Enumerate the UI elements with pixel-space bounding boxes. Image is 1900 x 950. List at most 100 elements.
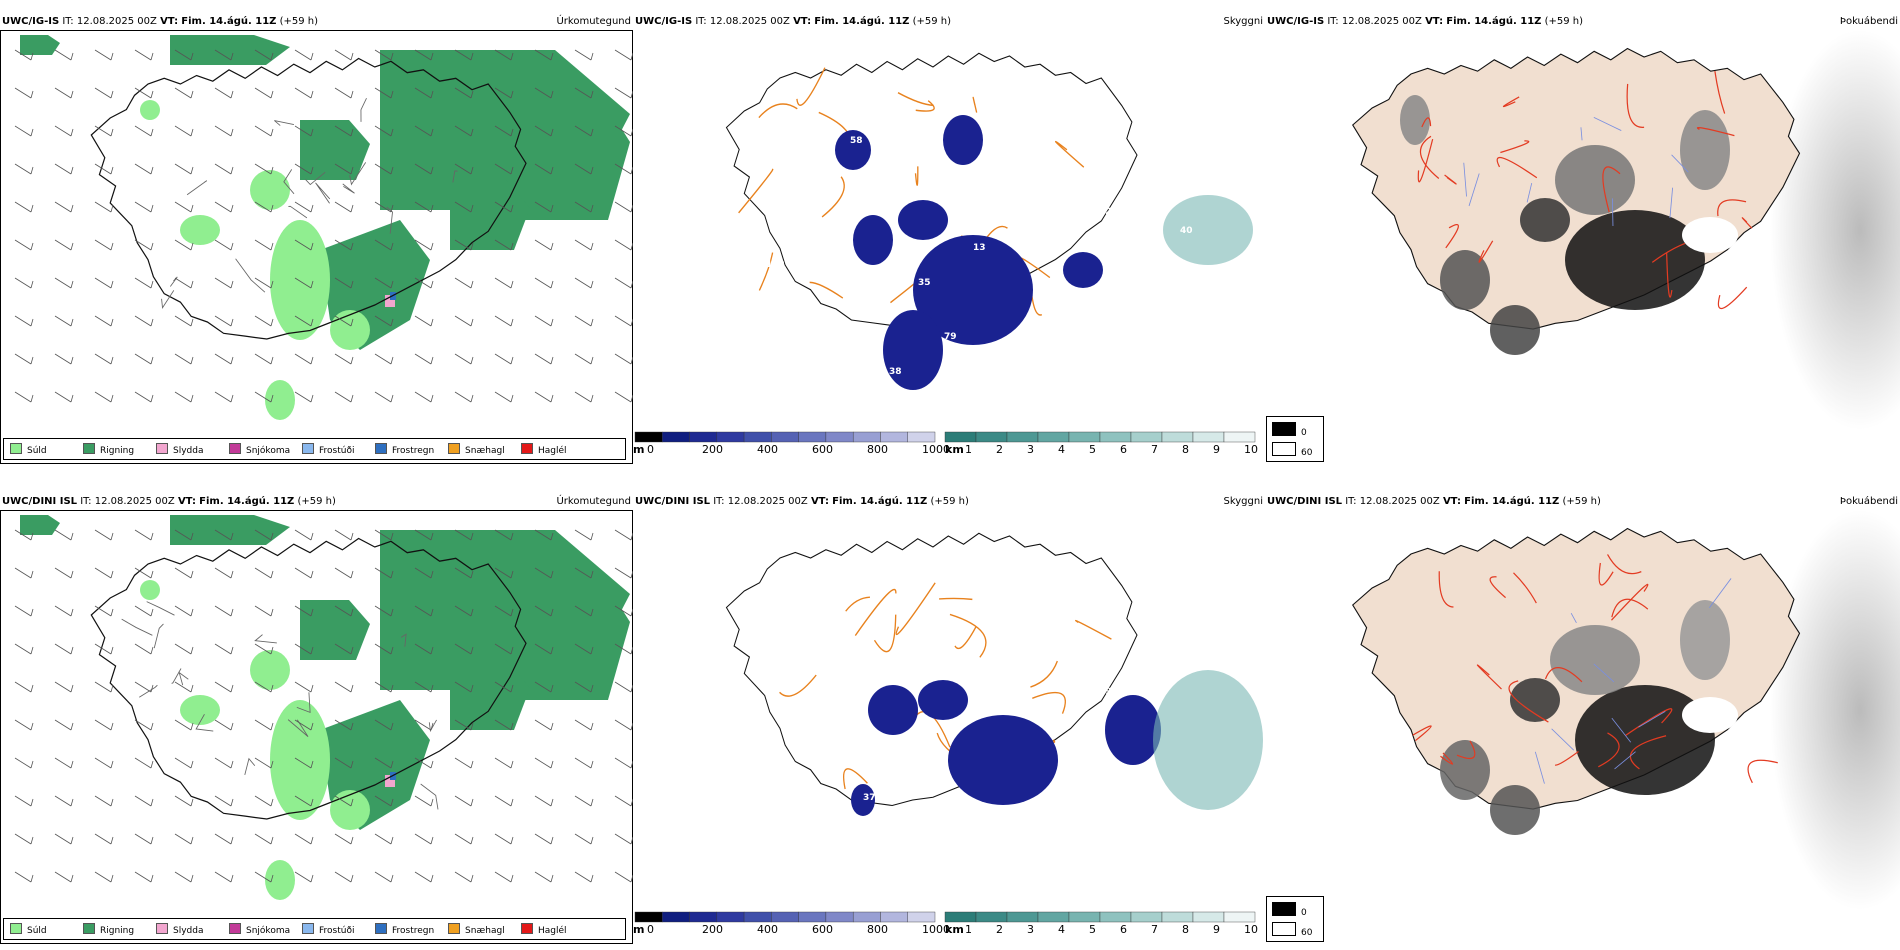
map-panel-6: UWC/DINI ISL IT: 12.08.2025 00Z VT: Fim.… [1265,494,1900,944]
colorbar-tick: 0 [647,923,654,936]
legend-swatch [448,923,460,934]
legend-item: Snæhagl [448,443,505,457]
visibility-value: 102 [1057,599,1076,609]
legend-swatch [1272,422,1296,436]
precip-type-map: Súld Rigning Slydda Snjókoma Frostúði Frostre… [0,30,633,464]
visibility-value: 58 [850,136,863,146]
legend-swatch [302,923,314,934]
it-value: 12.08.2025 00Z [727,496,808,507]
colorbar-tick: 5 [1089,923,1096,936]
low-visibility-areas [851,680,1161,816]
colorbar-tick: 1000 [922,923,950,936]
visibility-value: 70 [1141,295,1154,305]
legend-item: 0 [1272,902,1307,919]
visibility-value: 13 [973,243,986,253]
colorbar-tick: 7 [1151,443,1158,456]
fog-index-field [1440,600,1738,835]
visibility-value: 73 [850,616,863,626]
map-panel-1: UWC/IG-IS IT: 12.08.2025 00Z VT: Fim. 14… [0,14,633,464]
visibility-value: 72 [847,279,860,289]
legend-swatch [1272,442,1296,456]
colorbar-tick: 600 [812,923,833,936]
legend-swatch [448,443,460,454]
legend-item: Frostregn [375,923,434,937]
visibility-value: 34 [779,137,792,147]
visibility-value: 44 [766,740,779,750]
visibility-value: 79 [944,332,957,342]
legend-swatch [156,923,168,934]
colorbar-tick: 4 [1058,923,1065,936]
visibility-value: 71 [905,101,918,111]
fog-index-field [1400,95,1738,355]
vt-value: Fim. 14.ágú. 11Z [1446,16,1542,27]
vt-label: VT: [177,496,196,507]
legend-swatch [375,443,387,454]
low-visibility-areas [835,115,1103,390]
it-label: IT: [62,16,74,27]
legend-item: Rigning [83,443,134,457]
colorbar-tick: 5 [1089,443,1096,456]
legend-label: Frostúði [319,926,355,936]
visibility-value: 35 [918,278,931,288]
colorbar-tick: 400 [757,923,778,936]
legend-label: Frostúði [319,446,355,456]
colorbar-tick: 1 [965,923,972,936]
visibility-value: 16 [779,617,792,627]
colorbar-tick: 3 [1027,443,1034,456]
product-name: Skyggni [1223,16,1263,27]
visibility-value: 45 [1141,775,1154,785]
wind-barbs [14,529,633,883]
colorbar-tick: 1000 [922,443,950,456]
precip-type-legend: Súld Rigning Slydda Snjókoma Frostúði Frostre… [3,438,626,460]
visibility-m-colorbar [634,431,936,443]
legend-item: Rigning [83,923,134,937]
vt-value: Fim. 14.ágú. 11Z [814,16,910,27]
legend-label: Slydda [173,446,204,456]
lead-time: (+59 h) [279,16,319,27]
colorbar-tick: 9 [1213,443,1220,456]
vt-value: Fim. 14.ágú. 11Z [199,496,295,507]
product-name: Úrkomutegund [556,496,631,507]
visibility-value: 7 [808,348,814,358]
product-name: Skyggni [1223,496,1263,507]
legend-item: Haglél [521,443,567,457]
colorbar-tick: 1 [965,443,972,456]
visibility-value: 25 [808,828,821,838]
legend-label: 60 [1301,448,1313,458]
colorbar-tick: 9 [1213,923,1220,936]
visibility-value: 13 [918,758,931,768]
legend-item: Haglél [521,923,567,937]
map-panel-4: UWC/DINI ISL IT: 12.08.2025 00Z VT: Fim.… [0,494,633,944]
lead-time: (+59 h) [1544,16,1584,27]
vt-value: Fim. 14.ágú. 11Z [1464,496,1560,507]
visibility-value: 53 [753,83,766,93]
colorbar-tick: 8 [1182,443,1189,456]
vt-value: Fim. 14.ágú. 11Z [832,496,928,507]
visibility-value: 59 [834,102,847,112]
fog-index-legend: 0 60 [1266,416,1324,462]
visibility-value: 78 [960,366,973,376]
legend-label: Haglél [538,926,567,936]
model-name: UWC/IG-IS [2,16,60,27]
it-value: 12.08.2025 00Z [1359,496,1440,507]
visibility-value-labels: 53 58 31 21 70 7 71 50 72 102 24 78 54 43 38 35 36 39 34 11… [753,83,1193,377]
visibility-value: 38 [821,225,834,235]
legend-item: Frostúði [302,923,354,937]
legend-label: Snjókoma [246,446,291,456]
vt-label: VT: [160,16,179,27]
map-panel-5: UWC/DINI ISL IT: 12.08.2025 00Z VT: Fim.… [633,494,1265,944]
panel-header: UWC/DINI ISL IT: 12.08.2025 00Z VT: Fim.… [0,494,633,510]
legend-item: Súld [10,923,47,937]
visibility-value: 37 [863,793,876,803]
legend-item: Snæhagl [448,923,505,937]
visibility-value: 38 [1002,634,1015,644]
it-label: IT: [695,16,707,27]
colorbar-tick: 800 [867,443,888,456]
legend-item: 60 [1272,922,1312,939]
precip-type-legend: Súld Rigning Slydda Snjókoma Frostúði Frostre… [3,918,626,940]
legend-label: Súld [27,446,47,456]
colorbar-tick: 0 [647,443,654,456]
legend-swatch [229,443,241,454]
visibility-value: 50 [986,120,999,130]
colorbar-unit: m [633,443,645,456]
